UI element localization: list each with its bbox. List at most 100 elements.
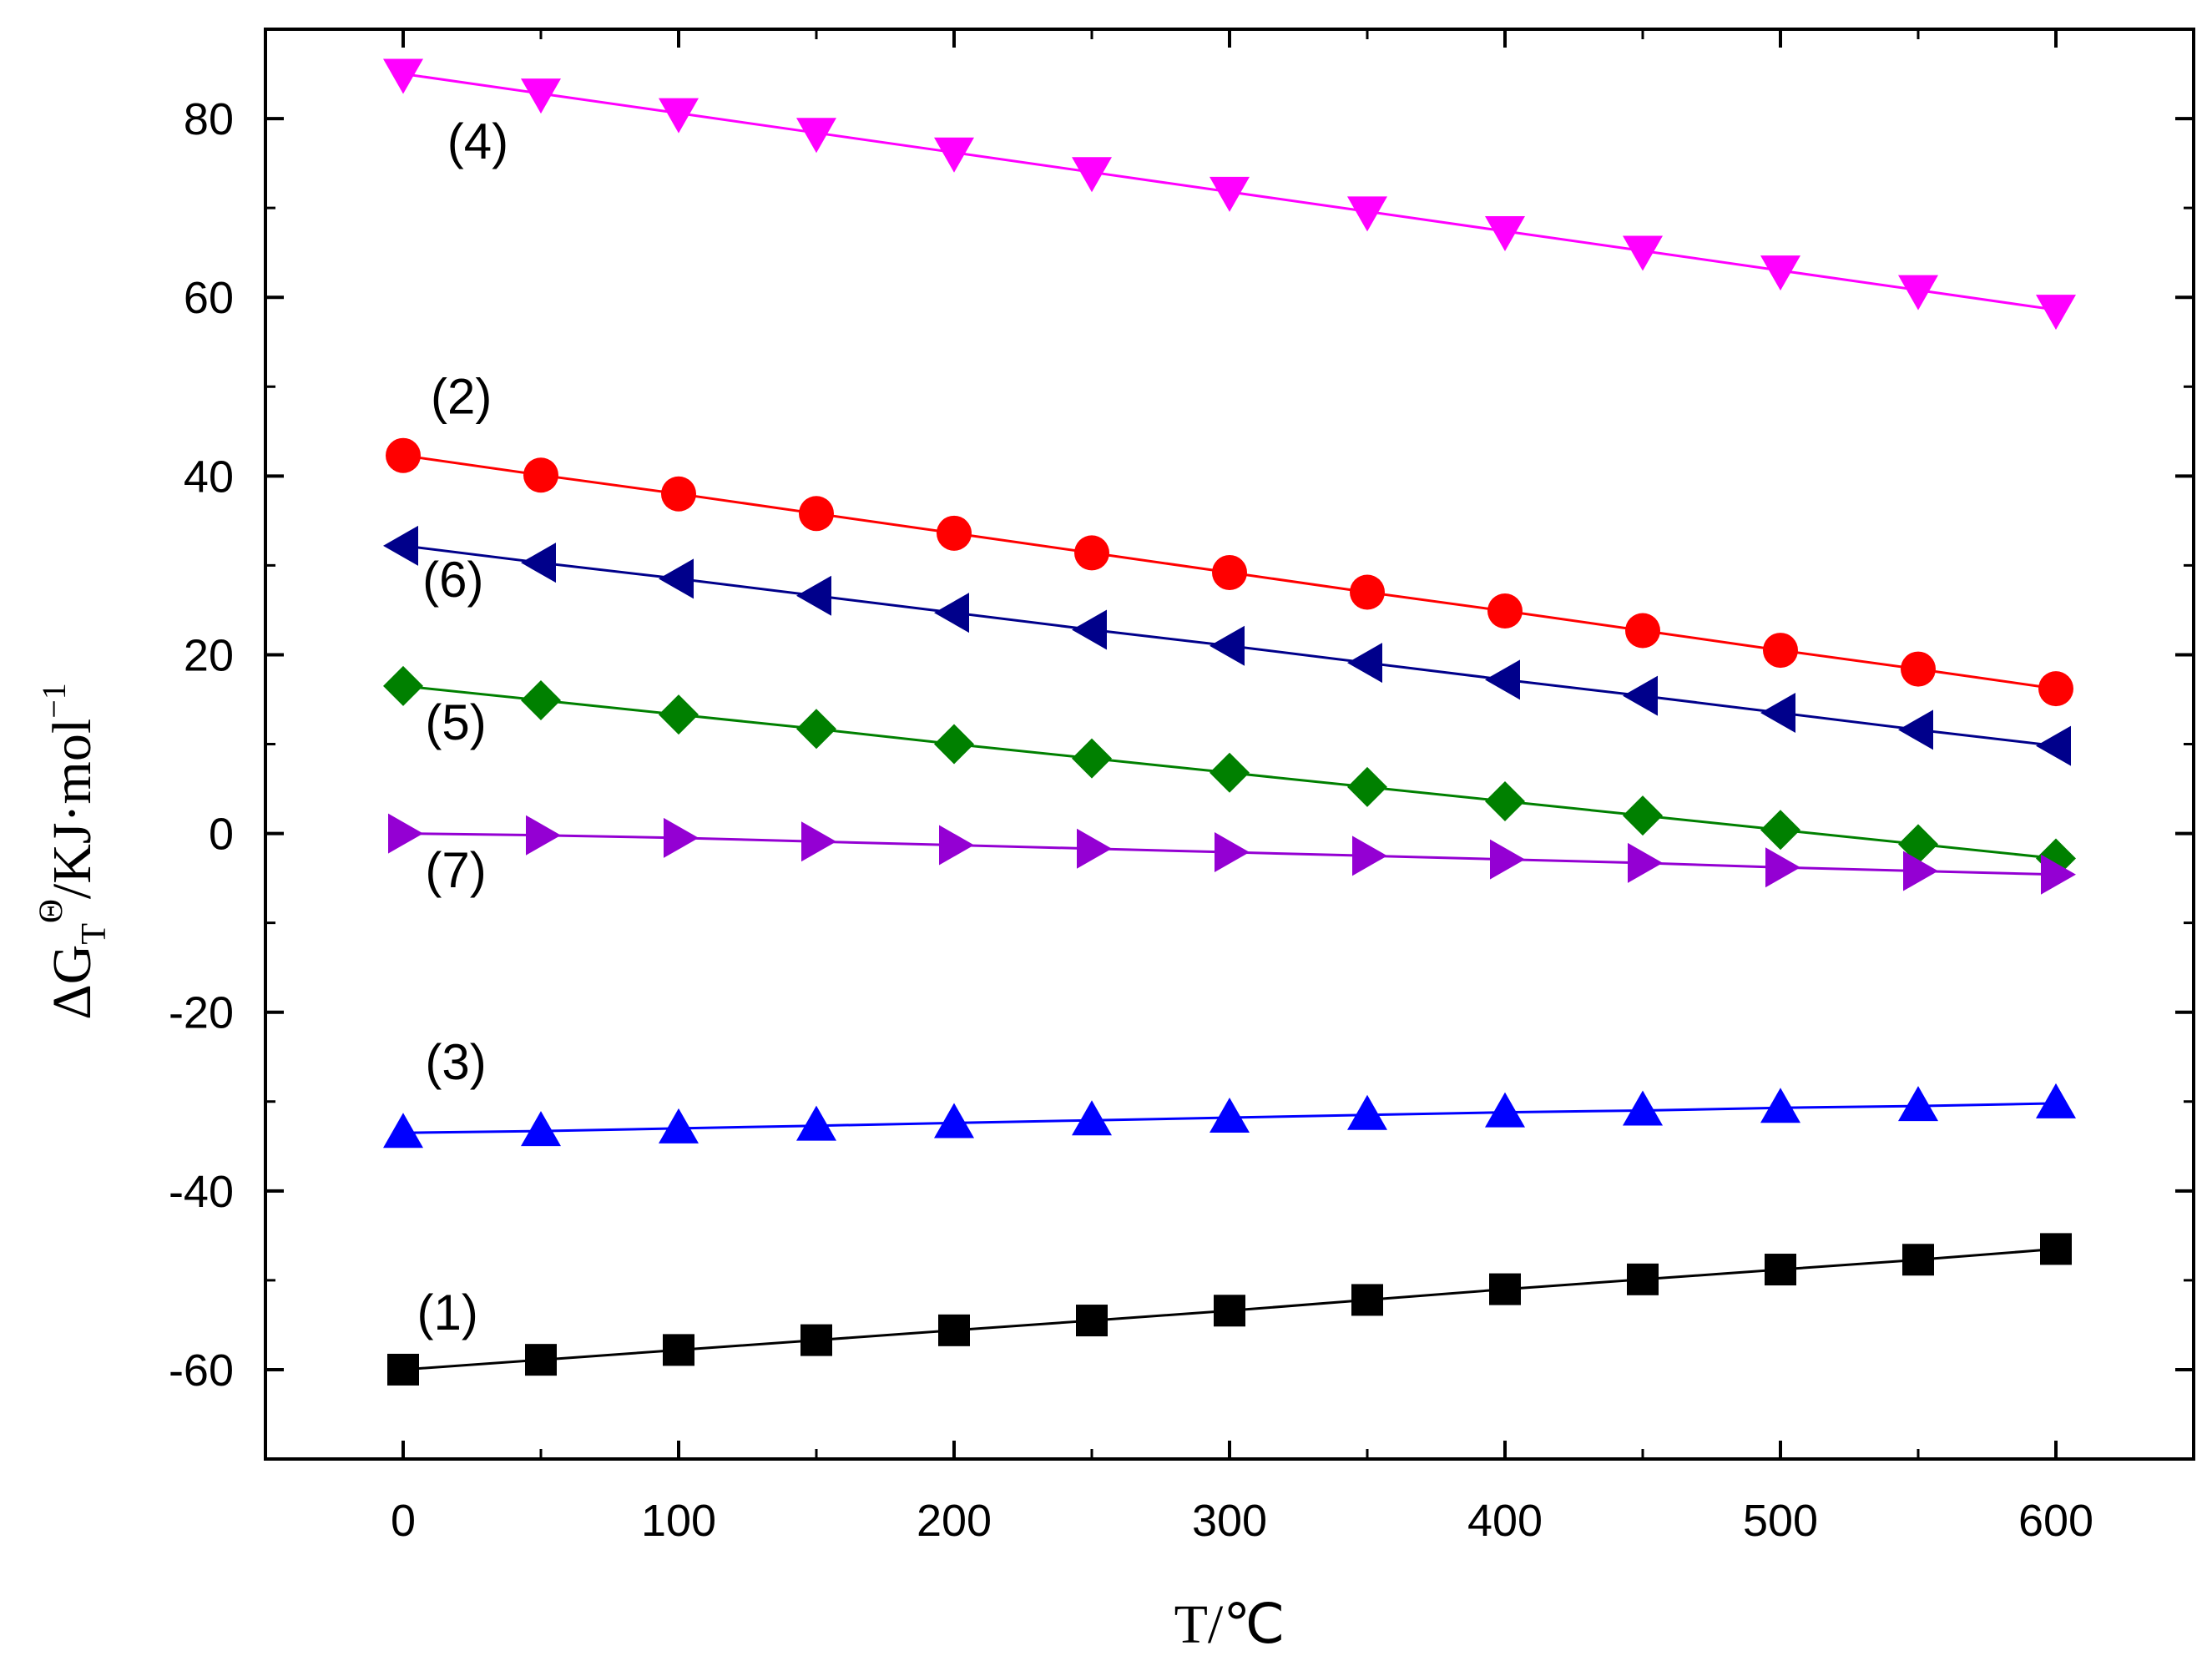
data-point bbox=[1210, 176, 1250, 212]
data-point bbox=[383, 1113, 423, 1149]
series-4 bbox=[383, 58, 2076, 331]
data-point bbox=[1072, 738, 1112, 779]
data-point bbox=[2041, 854, 2076, 895]
data-point bbox=[939, 825, 974, 866]
data-point bbox=[1214, 1295, 1245, 1327]
data-point bbox=[1903, 851, 1938, 891]
data-point bbox=[937, 515, 972, 551]
data-point bbox=[1623, 795, 1663, 836]
data-point bbox=[1347, 196, 1387, 232]
data-point bbox=[1072, 157, 1112, 193]
data-point bbox=[1765, 1254, 1796, 1286]
data-point bbox=[796, 118, 836, 154]
data-point bbox=[521, 78, 561, 114]
x-tick-label: 0 bbox=[391, 1496, 416, 1546]
data-point bbox=[1623, 675, 1658, 716]
data-point bbox=[1210, 625, 1245, 666]
axis-layer: 0 100 200 300 400 500 600 -60 -40 -20 0 20 40 60 80 bbox=[169, 28, 2195, 1546]
data-point bbox=[387, 1353, 419, 1386]
data-point bbox=[796, 575, 831, 616]
data-point bbox=[934, 137, 974, 173]
data-point bbox=[525, 1344, 557, 1376]
data-point bbox=[1625, 613, 1660, 649]
series-3 bbox=[383, 1083, 2076, 1149]
data-point bbox=[1490, 839, 1525, 880]
y-axis-title: ΔGTΘ/KJ·mol−1 bbox=[32, 683, 114, 1020]
data-point bbox=[934, 724, 974, 765]
data-point bbox=[1763, 633, 1798, 669]
data-point bbox=[1072, 1100, 1112, 1136]
data-point bbox=[1347, 1094, 1387, 1130]
x-axis-title: T/℃ bbox=[1174, 1594, 1285, 1655]
series-1 bbox=[387, 1233, 2072, 1386]
data-point bbox=[1212, 554, 1247, 590]
y-axis-title-subscript: T bbox=[75, 923, 114, 945]
data-point bbox=[1215, 832, 1250, 873]
series-label: (1) bbox=[417, 1285, 478, 1340]
series-label: (4) bbox=[447, 114, 508, 169]
y-axis-title-base: ΔG bbox=[42, 945, 103, 1020]
series-label: (7) bbox=[425, 842, 486, 898]
data-point bbox=[796, 1105, 836, 1141]
data-point bbox=[523, 457, 558, 493]
data-point bbox=[1351, 1284, 1383, 1316]
data-point bbox=[1628, 842, 1663, 883]
data-point bbox=[934, 593, 969, 634]
y-tick-label: 40 bbox=[184, 452, 234, 502]
y-tick-label: 80 bbox=[184, 94, 234, 144]
data-point bbox=[1760, 1088, 1800, 1123]
data-point bbox=[2036, 295, 2076, 331]
label-layer: (1) (2) (3) (4) (5) (6) (7) bbox=[417, 114, 509, 1340]
data-point bbox=[2036, 725, 2071, 766]
data-point bbox=[1485, 781, 1525, 822]
data-point bbox=[1760, 255, 1800, 291]
data-point bbox=[1902, 1244, 1934, 1276]
data-point bbox=[1898, 275, 1938, 310]
data-point bbox=[1898, 824, 1938, 865]
data-point bbox=[1485, 659, 1520, 700]
x-tick-label: 100 bbox=[641, 1496, 716, 1546]
series-label: (5) bbox=[425, 694, 486, 750]
data-point bbox=[521, 543, 556, 583]
y-axis-title-unit-superscript: −1 bbox=[35, 683, 73, 719]
data-point bbox=[659, 1108, 699, 1143]
data-point bbox=[1074, 535, 1109, 571]
x-tick-label: 300 bbox=[1192, 1496, 1267, 1546]
data-point bbox=[383, 58, 423, 94]
data-point bbox=[659, 558, 694, 599]
data-point bbox=[1760, 810, 1800, 851]
data-point bbox=[1077, 828, 1112, 869]
data-point bbox=[2040, 1233, 2072, 1265]
series-label: (2) bbox=[431, 368, 492, 424]
data-point bbox=[1076, 1305, 1108, 1337]
data-point bbox=[1623, 1090, 1663, 1126]
y-tick-label: 20 bbox=[184, 630, 234, 680]
y-tick-label: -60 bbox=[169, 1345, 234, 1396]
series-label: (3) bbox=[425, 1034, 486, 1090]
data-point bbox=[526, 815, 561, 856]
y-tick-label: -40 bbox=[169, 1167, 234, 1217]
data-point bbox=[663, 1334, 694, 1366]
data-point bbox=[800, 1324, 832, 1356]
data-point bbox=[521, 680, 561, 721]
data-point bbox=[1352, 836, 1387, 876]
data-point bbox=[1347, 643, 1382, 684]
data-point bbox=[1765, 847, 1800, 888]
y-axis-title-superscript: Θ bbox=[32, 899, 69, 923]
data-point bbox=[659, 694, 699, 735]
series-5 bbox=[383, 665, 2076, 879]
data-point bbox=[1350, 574, 1385, 610]
data-point bbox=[521, 1111, 561, 1147]
series-7 bbox=[388, 813, 2076, 895]
data-point bbox=[659, 98, 699, 134]
data-point bbox=[383, 525, 418, 566]
data-point bbox=[1487, 593, 1523, 629]
series-layer bbox=[383, 58, 2076, 1386]
data-point bbox=[661, 476, 696, 512]
data-point bbox=[664, 817, 699, 858]
data-point bbox=[1210, 1098, 1250, 1133]
data-point bbox=[1072, 609, 1107, 650]
x-tick-label: 400 bbox=[1467, 1496, 1543, 1546]
